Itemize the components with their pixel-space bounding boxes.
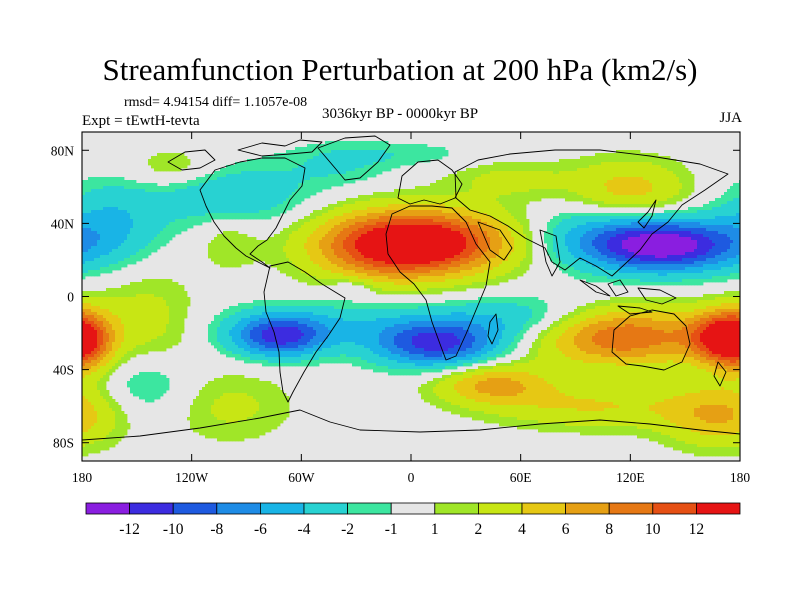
y-tick-label: 80S bbox=[53, 436, 74, 451]
axes: 180 120W 60W 0 60E 120E 180 80N 40N 0 40S 80S bbox=[51, 132, 751, 485]
colorbar-swatch bbox=[608, 502, 654, 515]
colorbar-label: -4 bbox=[298, 521, 311, 538]
colorbar-label: -1 bbox=[385, 521, 398, 538]
colorbar-swatch bbox=[652, 502, 697, 515]
y-tick-label: 40S bbox=[53, 363, 74, 378]
x-tick-label: 180 bbox=[72, 470, 93, 485]
colorbar-swatch bbox=[521, 502, 566, 515]
colorbar-swatch bbox=[347, 502, 392, 515]
rmsd-diff-label: rmsd= 4.94154 diff= 1.1057e-08 bbox=[124, 95, 308, 110]
colorbar-swatch bbox=[259, 502, 305, 515]
colorbar-swatch bbox=[434, 502, 479, 515]
colorbar-swatch bbox=[303, 502, 348, 515]
colorbar-label: 4 bbox=[518, 521, 526, 538]
y-tick-label: 80N bbox=[51, 143, 75, 158]
season-label: JJA bbox=[719, 110, 742, 126]
coastlines bbox=[81, 135, 741, 441]
x-tick-label: 0 bbox=[408, 470, 415, 485]
experiment-label: Expt = tEwtH-tevta bbox=[82, 113, 200, 129]
x-tick-label: 60W bbox=[288, 470, 315, 485]
x-tick-label: 120W bbox=[175, 470, 208, 485]
colorbar-label: 2 bbox=[475, 521, 483, 538]
colorbar-label: 10 bbox=[645, 521, 661, 538]
colorbar-label: 1 bbox=[431, 521, 439, 538]
x-tick-label: 60E bbox=[510, 470, 532, 485]
x-tick-label: 180 bbox=[730, 470, 751, 485]
colorbar-swatch bbox=[390, 502, 436, 515]
colorbar-swatch bbox=[129, 502, 174, 515]
colorbar-label: -2 bbox=[341, 521, 354, 538]
y-tick-label: 40N bbox=[51, 216, 75, 231]
colorbar-label: 12 bbox=[689, 521, 705, 538]
colorbar-swatch bbox=[477, 502, 523, 515]
chart-title: Streamfunction Perturbation at 200 hPa (… bbox=[102, 52, 698, 87]
colorbar-label: -10 bbox=[163, 521, 184, 538]
colorbar-label: -12 bbox=[119, 521, 140, 538]
colorbar-label: 6 bbox=[562, 521, 570, 538]
colorbar-swatch bbox=[216, 502, 261, 515]
period-label: 3036kyr BP - 0000kyr BP bbox=[322, 106, 479, 122]
colorbar-swatch bbox=[696, 502, 741, 515]
colorbar-label: -8 bbox=[210, 521, 223, 538]
x-tick-label: 120E bbox=[616, 470, 645, 485]
colorbar-swatch bbox=[565, 502, 610, 515]
colorbar-label: -6 bbox=[254, 521, 267, 538]
colorbar: -12 -10 -8 -6 -4 -2 -1 1 2 4 6 8 10 12 bbox=[85, 502, 741, 538]
colorbar-swatch bbox=[85, 502, 130, 515]
streamfunction-field bbox=[82, 141, 741, 457]
colorbar-swatch bbox=[172, 502, 218, 515]
y-tick-label: 0 bbox=[67, 290, 74, 305]
colorbar-label: 8 bbox=[605, 521, 613, 538]
